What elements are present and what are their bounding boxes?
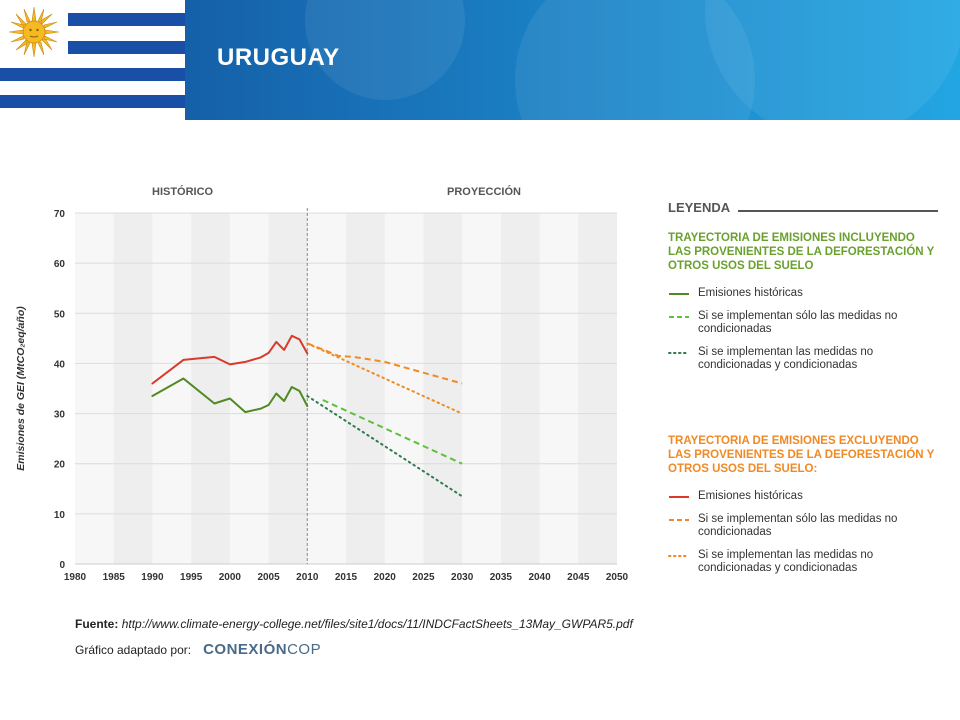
y-tick-label: 40 [54,359,66,370]
x-tick-label: 1985 [103,572,126,583]
flag-stripe [68,41,185,54]
legend-item: Si se implementan las medidas no condici… [668,549,938,575]
legend-item: Si se implementan sólo las medidas no co… [668,513,938,539]
plot-band [113,213,153,564]
header-banner [185,0,960,120]
y-tick-label: 30 [54,410,66,421]
series-line-including-solid [151,334,309,385]
credit-line: Gráfico adaptado por: CONEXIÓNCOP [75,641,321,658]
x-tick-label: 2030 [451,572,474,583]
section-label-historico: HISTÓRICO [152,185,214,198]
legend-swatch [669,519,689,521]
credit-label: Gráfico adaptado por: [75,642,192,657]
legend-swatch [669,316,689,318]
legend-groups: TRAYECTORIA DE EMISIONES INCLUYENDO LAS … [668,231,938,575]
y-tick-label: 60 [54,259,66,270]
y-tick-label: 0 [59,560,65,571]
source-line: Fuente: http://www.climate-energy-colleg… [75,617,633,631]
series-line-excluding-dotted [306,395,464,498]
legend-group-title: TRAYECTORIA DE EMISIONES INCLUYENDO LAS … [668,232,935,272]
sun-of-may-icon [8,6,60,58]
legend-item-label: Emisiones históricas [698,490,803,502]
brand-light: COP [287,641,322,658]
x-tick-label: 1995 [180,572,203,583]
brand-bold: CONEXIÓN [203,641,288,658]
legend-swatch [668,555,690,557]
brand-logo: CONEXIÓNCOP [203,641,321,658]
series-line-including-dotted [306,342,464,415]
legend-swatch [669,293,689,295]
x-tick-label: 2050 [606,572,629,583]
series-line-excluding-dashed [322,399,463,465]
plot-band [423,213,463,564]
page-title: URUGUAY [217,44,340,71]
x-tick-label: 2015 [335,572,358,583]
legend-swatch [668,352,690,354]
x-tick-label: 2025 [412,572,435,583]
x-tick-label: 2040 [528,572,551,583]
y-tick-label: 20 [54,460,66,471]
legend-title: LEYENDA [668,200,938,215]
legend-item-label: Si se implementan las medidas no condici… [698,549,874,574]
section-label-proyeccion: PROYECCIÓN [447,185,521,198]
legend-item: Si se implementan las medidas no condici… [668,346,938,372]
flag-stripe [68,13,185,26]
plot-band [346,213,385,564]
series-line-including-dashed [306,342,463,385]
legend: LEYENDA TRAYECTORIA DE EMISIONES INCLUYE… [668,200,938,575]
legend-item-label: Si se implementan sólo las medidas no co… [698,310,898,335]
x-tick-label: 2035 [490,572,513,583]
source-url[interactable]: http://www.climate-energy-college.net/fi… [121,617,633,631]
legend-item-label: Si se implementan sólo las medidas no co… [698,513,898,538]
legend-item: Emisiones históricas [668,287,938,300]
legend-title-text: LEYENDA [668,200,731,215]
x-tick-label: 1980 [64,572,87,583]
x-tick-label: 2010 [296,572,319,583]
legend-swatch [669,496,689,498]
series-line-excluding-solid [151,377,309,414]
legend-group-title: TRAYECTORIA DE EMISIONES EXCLUYENDO LAS … [668,435,935,475]
plot-band [500,213,540,564]
flag-stripe [0,95,185,108]
legend-item: Si se implementan sólo las medidas no co… [668,310,938,336]
x-tick-label: 2000 [219,572,242,583]
x-tick-label: 2005 [257,572,280,583]
y-tick-label: 10 [54,510,66,521]
legend-item-label: Si se implementan las medidas no condici… [698,346,874,371]
x-tick-label: 2020 [374,572,397,583]
x-tick-label: 1990 [141,572,164,583]
flag-stripe [0,68,185,81]
source-label: Fuente: [75,617,119,631]
plot-band [268,213,308,564]
legend-item-label: Emisiones históricas [698,287,803,299]
plot-band [191,213,230,564]
x-tick-label: 2045 [567,572,590,583]
legend-title-rule [738,209,938,212]
legend-item: Emisiones históricas [668,490,938,503]
y-tick-label: 50 [54,309,66,320]
plot-band [578,213,617,564]
emissions-chart: 0 10 20 30 40 50 60 70 1980 1985 1990 1995 2000 2005 2… [0,120,640,590]
y-axis-label: Emisiones de GEI (MtCO₂eq/año) [15,306,27,471]
uruguay-flag [0,0,185,120]
y-tick-label: 70 [54,209,66,220]
